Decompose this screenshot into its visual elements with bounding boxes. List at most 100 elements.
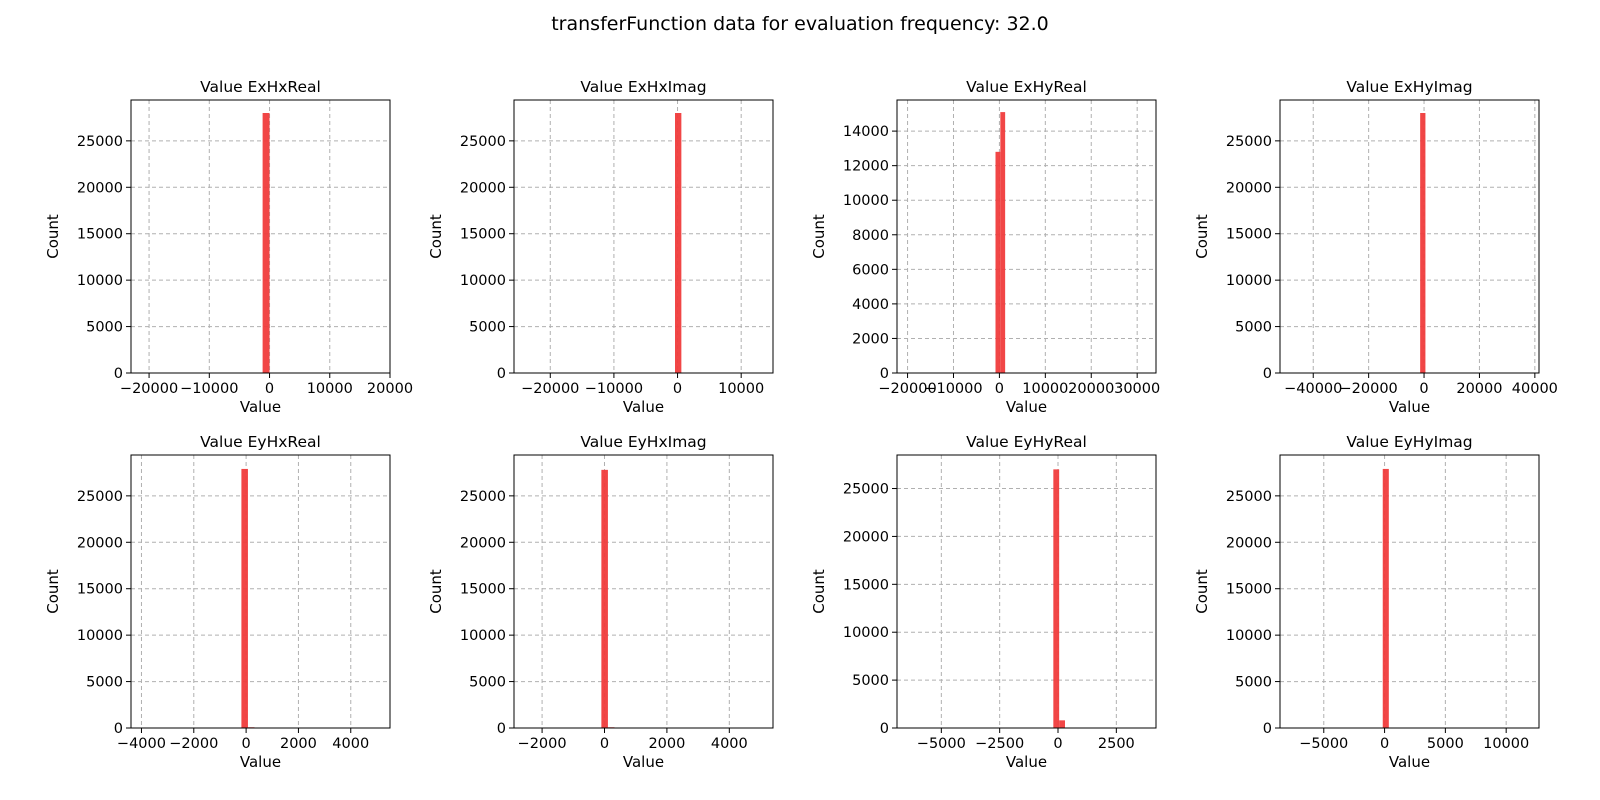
x-tick-label: −40000 [1284,381,1342,397]
histogram-panel: −4000 −2000 0 2000 4000 0 5000 10000 15000 20000 2… [44,433,391,771]
x-tick-label: 0 [241,736,250,752]
histogram-panel: −40000−20000 0 20000 40000 0 5000 10000 15000 20… [1193,78,1558,416]
subplot-title: Value EyHyImag [1346,433,1472,451]
x-tick-label: 2500 [1098,736,1135,752]
x-tick-label: 10000 [1022,381,1068,397]
x-tick-label: 20000 [1456,381,1502,397]
histogram-bar [262,113,270,373]
y-tick-label: 5000 [1235,675,1272,691]
y-tick-label: 0 [497,721,506,737]
y-tick-label: 5000 [852,673,889,689]
y-tick-label: 25000 [460,489,506,505]
histogram-bar [1000,112,1006,373]
x-tick-label: −10000 [924,381,982,397]
x-tick-label: 10000 [718,381,764,397]
subplot-title: Value EyHyReal [966,433,1087,451]
x-axis-label: Value [240,398,281,416]
y-tick-label: 25000 [1226,134,1272,150]
y-axis-label: Count [1193,569,1211,614]
y-tick-label: 10000 [843,625,889,641]
y-tick-label: 15000 [77,582,123,598]
y-axis-label: Count [810,569,828,614]
y-tick-label: 20000 [77,535,123,551]
x-tick-label: 20000 [367,381,413,397]
histogram-bar [1059,720,1065,728]
y-tick-label: 14000 [843,124,889,140]
y-tick-label: 25000 [1226,489,1272,505]
histogram-panel: −2000 0 2000 4000 0 5000 10000 15000 20000 25000 V… [427,433,774,771]
y-tick-label: 5000 [86,320,123,336]
y-axis-label: Count [427,214,445,259]
y-tick-label: 20000 [460,535,506,551]
y-tick-label: 10000 [77,628,123,644]
y-tick-label: 8000 [852,228,889,244]
axes-frame [513,99,774,374]
y-tick-label: 5000 [1235,320,1272,336]
histogram-bar [241,468,248,728]
axes-frame [896,99,1157,374]
y-tick-label: 25000 [77,134,123,150]
x-tick-label: −20000 [1340,381,1398,397]
histogram-bar [601,469,608,728]
x-axis-label: Value [623,753,664,771]
y-tick-label: 12000 [843,159,889,175]
y-tick-label: 4000 [852,297,889,313]
x-tick-label: 40000 [1512,381,1558,397]
x-tick-label: −4000 [117,736,166,752]
subplot-title: Value ExHyImag [1346,78,1472,96]
histogram-bar [1420,113,1426,373]
y-tick-label: 6000 [852,262,889,278]
x-tick-label: 0 [1053,736,1062,752]
axes-frame [130,99,391,374]
y-axis-label: Count [427,569,445,614]
x-tick-label: 0 [1419,381,1428,397]
subplot-title: Value ExHxImag [580,78,706,96]
axes-frame [896,454,1157,729]
x-tick-label: 20000 [1068,381,1114,397]
x-tick-label: −2000 [518,736,567,752]
x-tick-label: 5000 [1427,736,1464,752]
x-tick-label: 30000 [1114,381,1160,397]
y-tick-label: 25000 [460,134,506,150]
x-axis-label: Value [240,753,281,771]
x-tick-label: −20000 [878,381,936,397]
x-tick-label: −5000 [917,736,966,752]
subplot-title: Value EyHxImag [580,433,706,451]
x-tick-label: 0 [265,381,274,397]
axes-frame [513,454,774,729]
y-tick-label: 10000 [843,193,889,209]
x-tick-label: −10000 [585,381,643,397]
y-tick-label: 15000 [1226,582,1272,598]
figure-title: transferFunction data for evaluation fre… [551,13,1049,35]
x-axis-label: Value [1006,398,1047,416]
x-tick-label: 4000 [711,736,748,752]
y-axis-label: Count [810,214,828,259]
x-tick-label: 0 [995,381,1004,397]
x-tick-label: 0 [673,381,682,397]
y-tick-label: 20000 [460,180,506,196]
y-tick-label: 15000 [460,582,506,598]
x-tick-label: −10000 [180,381,238,397]
x-axis-label: Value [1006,753,1047,771]
y-tick-label: 5000 [86,675,123,691]
y-tick-label: 20000 [1226,535,1272,551]
x-axis-label: Value [1389,398,1430,416]
x-axis-label: Value [1389,753,1430,771]
y-axis-label: Count [1193,214,1211,259]
histogram-bar [675,113,682,373]
y-tick-label: 20000 [1226,180,1272,196]
y-tick-label: 10000 [460,273,506,289]
y-tick-label: 10000 [1226,628,1272,644]
subplot-title: Value ExHyReal [966,78,1087,96]
y-tick-label: 0 [497,366,506,382]
y-tick-label: 0 [880,366,889,382]
y-tick-label: 25000 [843,482,889,498]
x-tick-label: 10000 [1483,736,1529,752]
histogram-panel: −20000 −10000 0 10000 20000 0 5000 10000 15000 20… [44,78,413,416]
axes-frame [1279,454,1540,729]
histogram-panel: −20000 −10000 0 10000 0 5000 10000 15000 20000 25… [427,78,774,416]
x-tick-label: 2000 [280,736,317,752]
x-tick-label: 0 [1380,736,1389,752]
y-tick-label: 25000 [77,489,123,505]
y-tick-label: 5000 [469,675,506,691]
